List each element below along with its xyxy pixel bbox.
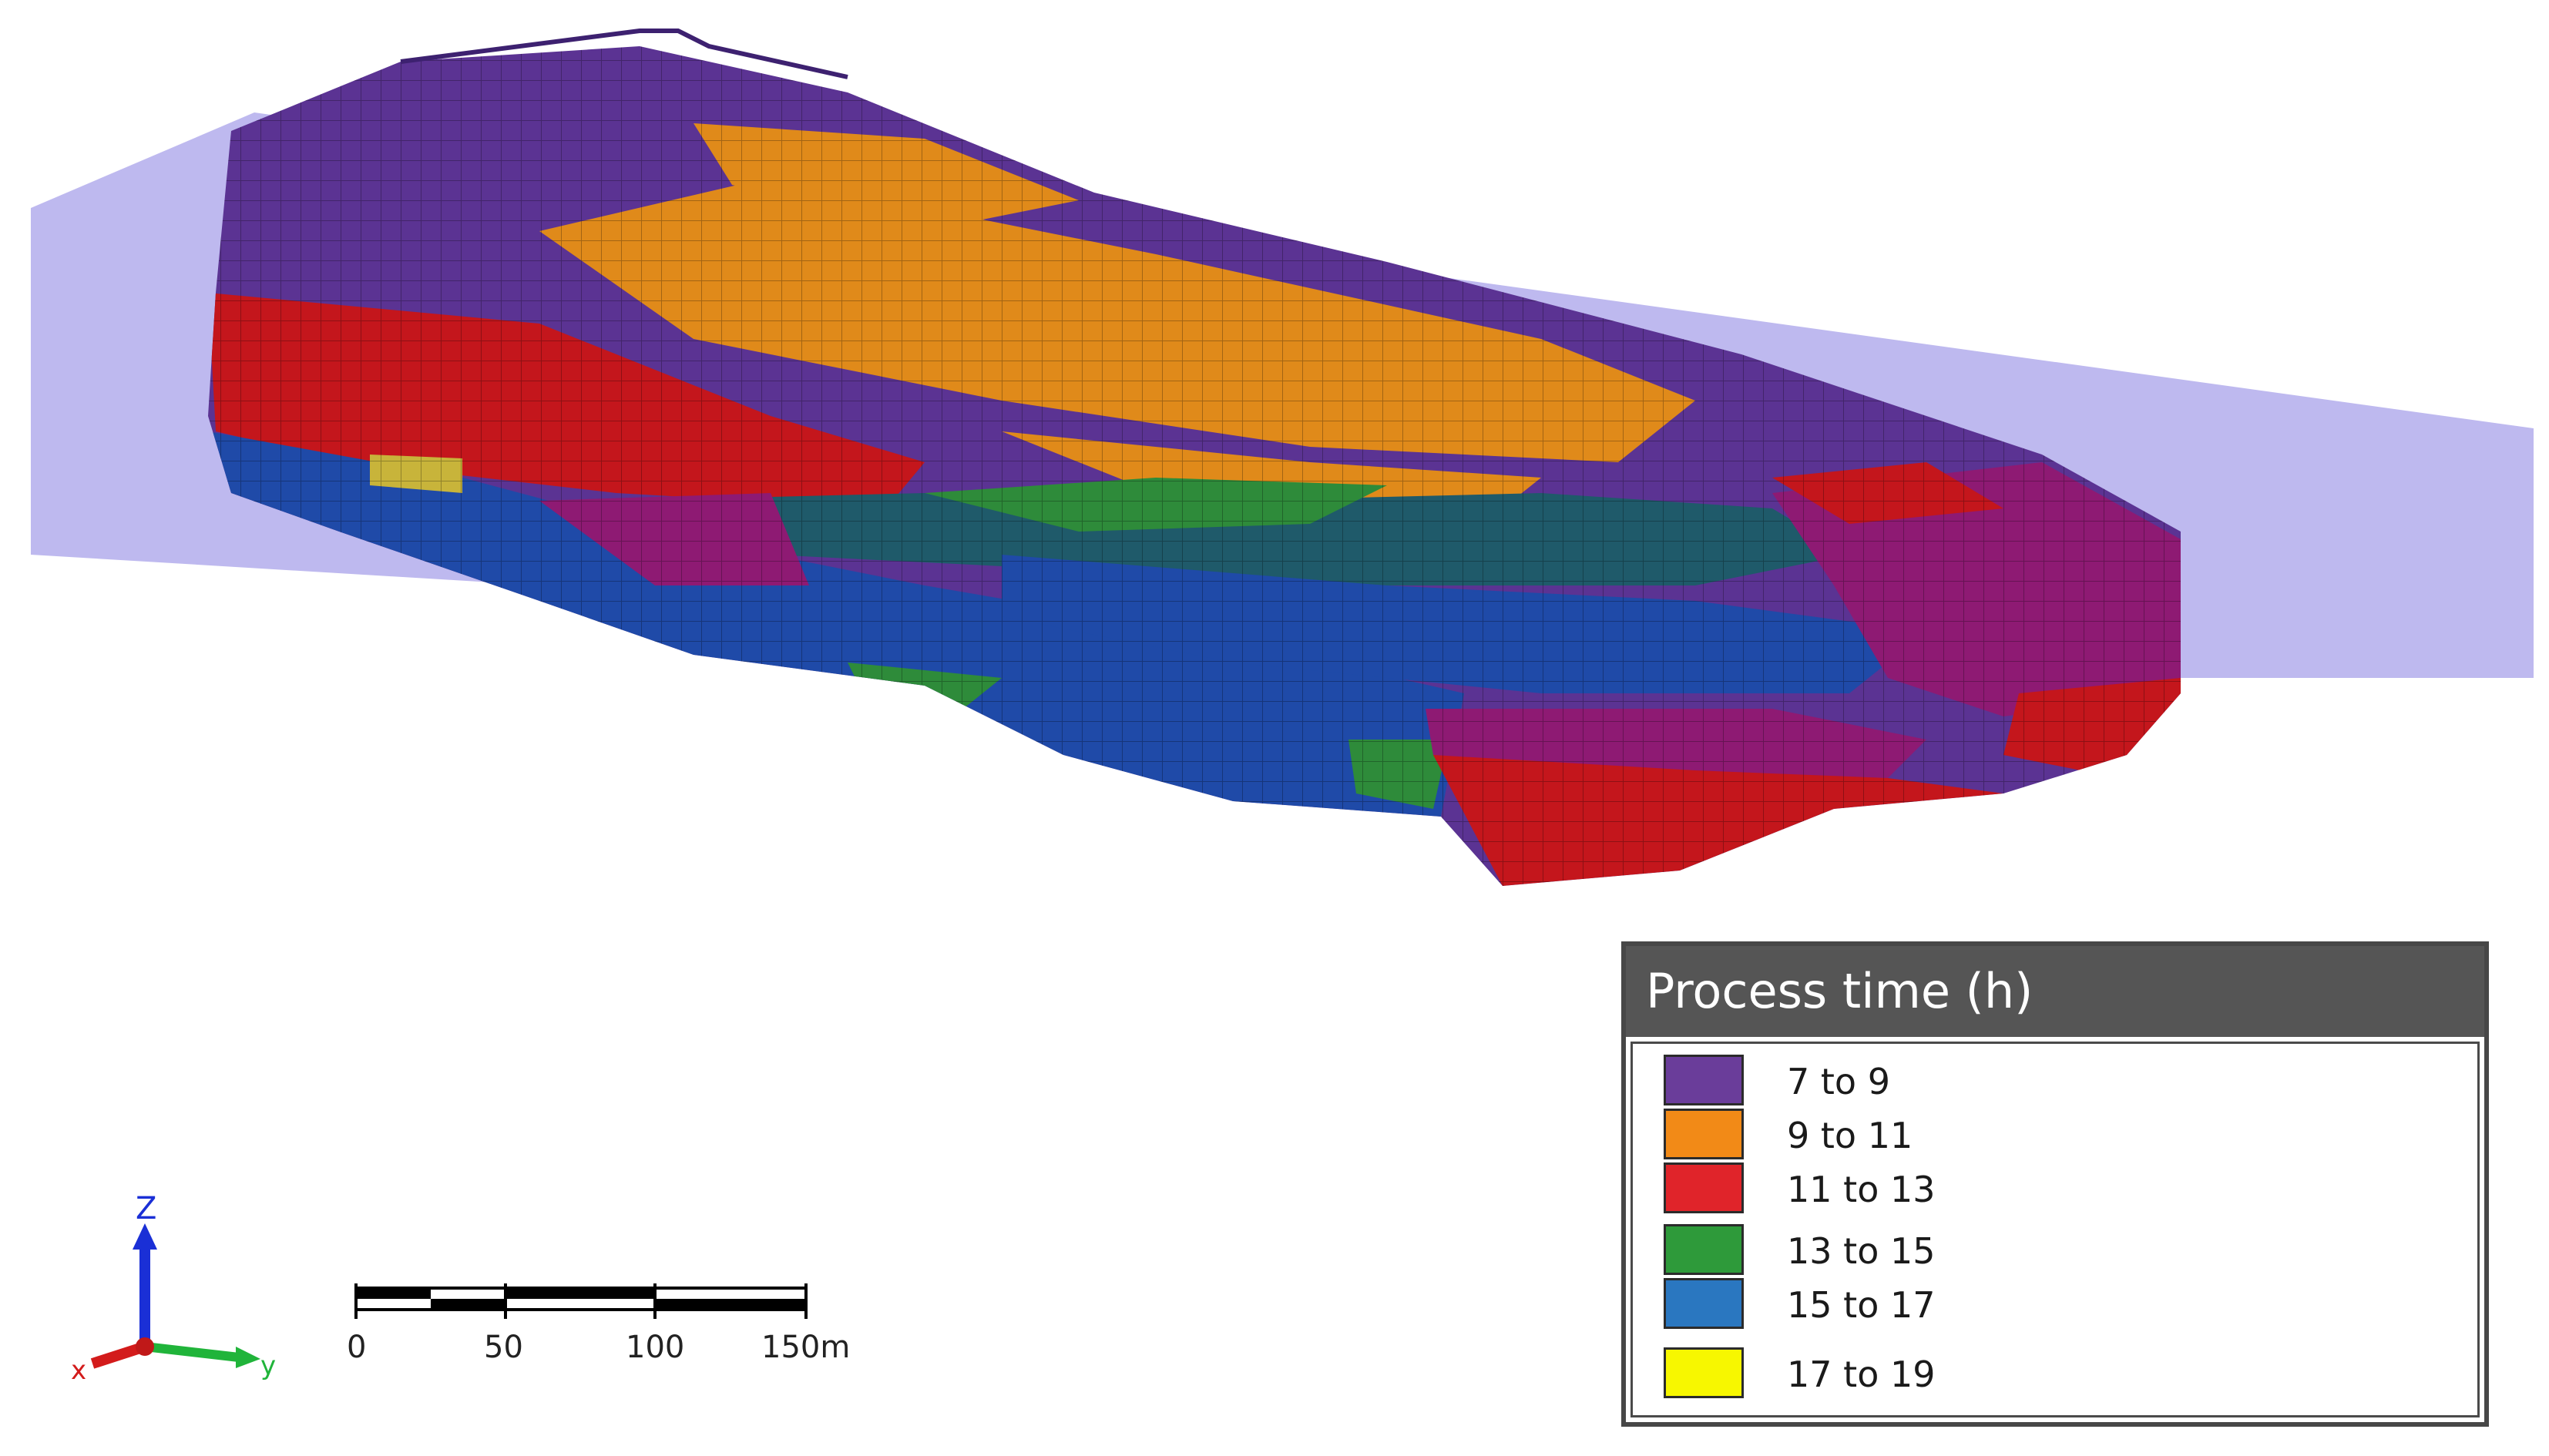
legend-label: 9 to 11 (1787, 1115, 1913, 1156)
legend-swatch (1664, 1162, 1744, 1213)
scale-bar: 0 50 100 150m (347, 1273, 850, 1365)
scale-tick-label: 100 (626, 1330, 685, 1365)
z-axis-label: Z (136, 1193, 156, 1226)
legend-label: 17 to 19 (1787, 1354, 1936, 1395)
legend-label: 11 to 13 (1787, 1169, 1936, 1210)
legend-title: Process time (h) (1626, 946, 2484, 1037)
legend-swatch (1664, 1109, 1744, 1159)
legend-label: 7 to 9 (1787, 1061, 1890, 1102)
legend-swatch (1664, 1347, 1744, 1398)
y-axis-label: y (260, 1350, 276, 1381)
legend-body: 7 to 9 9 to 11 11 to 13 13 to 15 15 to 1… (1630, 1042, 2480, 1417)
legend-swatch (1664, 1055, 1744, 1105)
legend-swatch (1664, 1278, 1744, 1329)
scale-tick-label: 150m (761, 1330, 851, 1365)
block-model-body (208, 46, 2181, 886)
legend: Process time (h) 7 to 9 9 to 11 11 to 13… (1621, 941, 2489, 1427)
scale-tick-label: 0 (347, 1330, 367, 1365)
axis-triad-icon: Z x y (71, 1191, 276, 1386)
scale-tick-label: 50 (484, 1330, 523, 1365)
legend-swatch (1664, 1224, 1744, 1275)
legend-label: 13 to 15 (1787, 1230, 1936, 1272)
axis-triad: Z x y (62, 1191, 285, 1386)
scale-bar-graphic (354, 1283, 808, 1319)
legend-label: 15 to 17 (1787, 1284, 1936, 1326)
x-axis-label: x (71, 1355, 86, 1385)
